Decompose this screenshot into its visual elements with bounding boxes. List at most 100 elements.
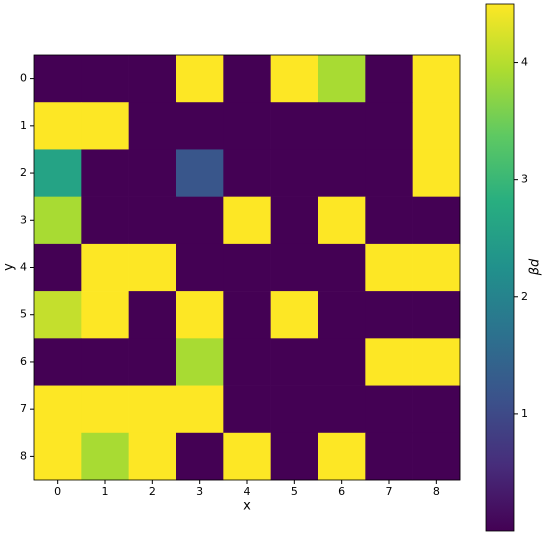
heatmap-cell — [223, 102, 271, 150]
heatmap-cell — [81, 338, 129, 386]
heatmap-cell — [34, 243, 82, 292]
x-tick-label: 3 — [196, 485, 203, 498]
heatmap-cell — [365, 385, 413, 434]
heatmap-cell — [34, 338, 82, 386]
heatmap-cell — [270, 102, 319, 150]
heatmap-cell — [412, 243, 461, 292]
heatmap-cell — [270, 385, 319, 434]
x-axis-label: x — [243, 499, 251, 514]
heatmap-cell — [81, 196, 129, 245]
y-tick-label: 1 — [20, 119, 27, 132]
heatmap-cell — [318, 102, 366, 150]
heatmap-cell — [81, 243, 129, 292]
heatmap-cell — [365, 102, 413, 150]
heatmap-cell — [223, 243, 271, 292]
heatmap-cell — [318, 385, 366, 434]
heatmap-cell — [176, 385, 224, 434]
heatmap-cell — [128, 102, 177, 150]
heatmap-cell — [34, 385, 82, 434]
heatmap-cell — [128, 385, 177, 434]
heatmap-cell — [34, 432, 82, 481]
heatmap-cell — [128, 338, 177, 386]
heatmap-cell — [223, 149, 271, 197]
heatmap-cell — [223, 432, 271, 481]
heatmap-cell — [270, 55, 319, 103]
heatmap-cell — [318, 149, 366, 197]
heatmap-cell — [128, 55, 177, 103]
heatmap-cell — [318, 196, 366, 245]
colorbar-tick-label: 4 — [521, 56, 528, 69]
colorbar-tick-label: 3 — [521, 173, 528, 186]
heatmap-cell — [34, 102, 82, 150]
heatmap-cell — [412, 291, 461, 339]
colorbar — [485, 3, 515, 532]
heatmap-cell — [34, 55, 82, 103]
heatmap-cell — [270, 338, 319, 386]
heatmap-cell — [128, 196, 177, 245]
x-tick-label: 7 — [386, 485, 393, 498]
heatmap-cell — [81, 55, 129, 103]
y-tick-label: 3 — [20, 213, 27, 226]
heatmap-cell — [365, 338, 413, 386]
heatmap-cell — [176, 291, 224, 339]
heatmap-cell — [176, 432, 224, 481]
heatmap-cell — [365, 196, 413, 245]
x-tick-label: 6 — [338, 485, 345, 498]
y-axis-label: y — [2, 263, 17, 271]
heatmap-cell — [128, 432, 177, 481]
y-tick-label: 7 — [20, 402, 27, 415]
heatmap-cell — [318, 291, 366, 339]
heatmap-cell — [270, 149, 319, 197]
heatmap-cell — [223, 196, 271, 245]
x-tick-label: 5 — [291, 485, 298, 498]
heatmap-cell — [270, 243, 319, 292]
x-tick-label: 8 — [433, 485, 440, 498]
heatmap-cell — [34, 196, 82, 245]
heatmap-cell — [318, 55, 366, 103]
y-tick-label: 6 — [20, 355, 27, 368]
heatmap-cell — [176, 55, 224, 103]
heatmap-cell — [365, 291, 413, 339]
heatmap-cell — [412, 102, 461, 150]
heatmap-cell — [128, 149, 177, 197]
heatmap-cell — [223, 55, 271, 103]
heatmap-cell — [412, 338, 461, 386]
heatmap-cell — [176, 196, 224, 245]
colorbar-tick-label: 1 — [521, 407, 528, 420]
heatmap-cell — [365, 149, 413, 197]
heatmap-cell — [412, 55, 461, 103]
heatmap-cell — [365, 432, 413, 481]
colorbar-label: βd — [528, 258, 543, 276]
heatmap-cell — [318, 243, 366, 292]
heatmap-cell — [412, 149, 461, 197]
heatmap-cell — [270, 196, 319, 245]
heatmap-cell — [81, 102, 129, 150]
heatmap-cell — [365, 243, 413, 292]
y-tick-label: 5 — [20, 308, 27, 321]
heatmap-cell — [176, 149, 224, 197]
heatmap-cell — [81, 432, 129, 481]
y-tick-label: 2 — [20, 166, 27, 179]
heatmap-cell — [81, 291, 129, 339]
heatmap-cell — [81, 385, 129, 434]
y-tick-label: 4 — [20, 261, 27, 274]
heatmap-cell — [176, 338, 224, 386]
heatmap-cell — [365, 55, 413, 103]
heatmap-cell — [223, 291, 271, 339]
heatmap-cell — [270, 291, 319, 339]
heatmap-cell — [270, 432, 319, 481]
heatmap-cell — [81, 149, 129, 197]
x-tick-label: 2 — [149, 485, 156, 498]
heatmap-cell — [34, 291, 82, 339]
heatmap-cell — [412, 385, 461, 434]
colorbar-tick-label: 2 — [521, 290, 528, 303]
heatmap-cell — [412, 432, 461, 481]
y-tick-label: 0 — [20, 72, 27, 85]
heatmap-cell — [412, 196, 461, 245]
x-tick-label: 1 — [102, 485, 109, 498]
heatmap-cell — [318, 338, 366, 386]
heatmap-cell — [128, 243, 177, 292]
y-tick-label: 8 — [20, 449, 27, 462]
x-tick-label: 4 — [244, 485, 251, 498]
